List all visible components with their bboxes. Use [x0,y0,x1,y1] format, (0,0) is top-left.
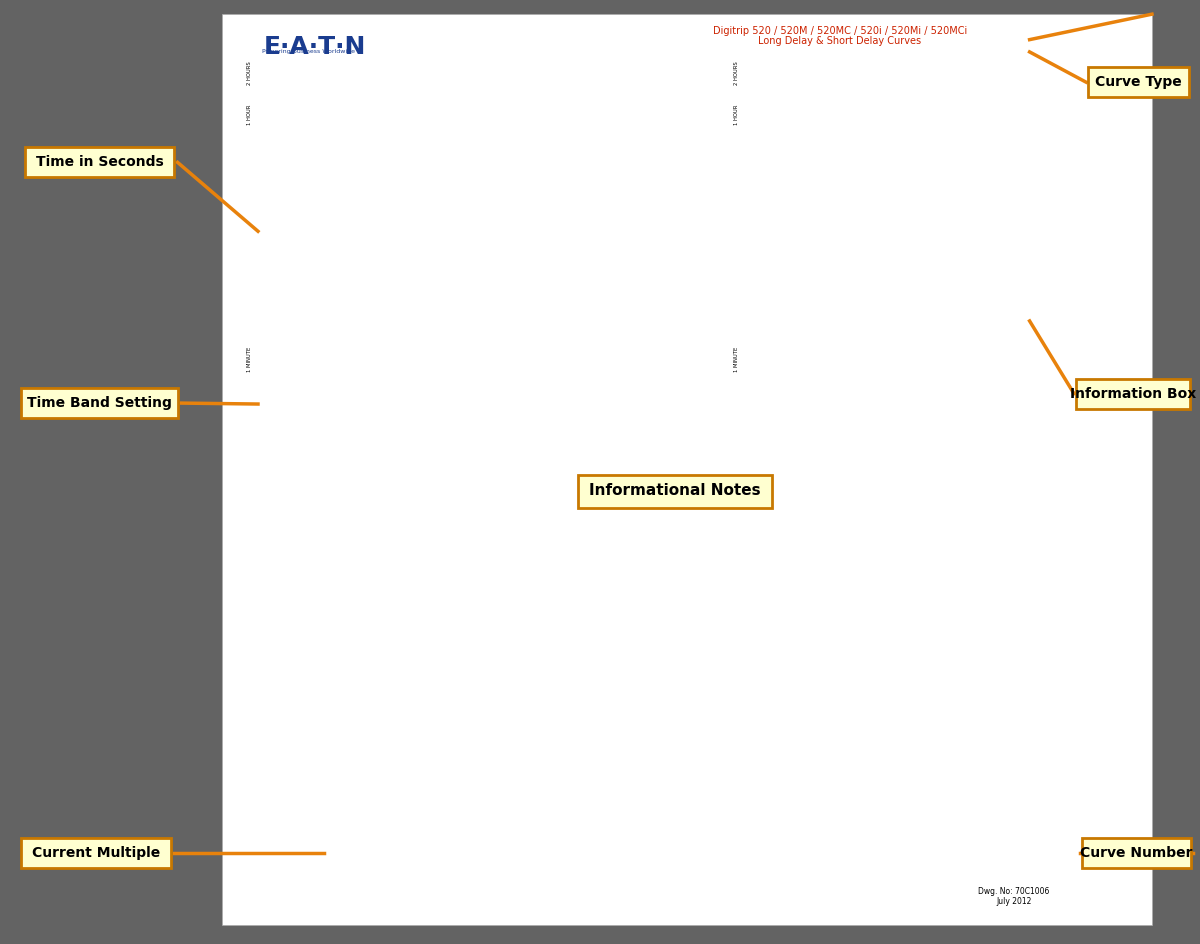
FancyBboxPatch shape [738,54,1146,880]
Text: 2: 2 [737,699,740,703]
Text: Time Band Setting: Time Band Setting [28,396,172,410]
Text: Response: Long Delay & Short Delay Trip (FLAT & I²T): Response: Long Delay & Short Delay Trip … [840,107,1044,116]
Text: E·A·T·N: E·A·T·N [264,35,366,59]
Text: Application
Determines
Short Delay
End of curve: Application Determines Short Delay End o… [516,833,551,855]
FancyBboxPatch shape [22,388,178,418]
Text: 3: 3 [737,674,740,679]
Text: Name Frame:
          200A through 1250A            M1 = 14x  Iₛ
          1600A: Name Frame: 200A through 1250A M1 = 14x … [746,442,886,513]
Text: 4: 4 [737,657,740,662]
Text: Available
Short Delay
Settings
2 to 10x Iₛ
± 5%
See Note 7: Available Short Delay Settings 2 to 10x … [588,543,620,577]
Text: 1 HOUR: 1 HOUR [247,105,252,125]
Text: 2 HOURS: 2 HOURS [734,61,739,85]
FancyBboxPatch shape [1076,379,1190,409]
Text: Minimum
Total
Clearing
Time: Minimum Total Clearing Time [356,360,383,382]
Text: Informational Notes: Informational Notes [589,483,761,498]
Text: 1 HOUR: 1 HOUR [734,105,739,125]
Text: 5: 5 [737,644,740,649]
Text: Current Multiple: Current Multiple [32,847,160,860]
Text: 1: 1 [737,740,740,745]
Text: Curve Number: Curve Number [1080,847,1193,860]
Text: Curve Type: Curve Type [1096,76,1182,89]
Text: Available I² Short
Delay Time
Response
.1", .3", .5" seconds: Available I² Short Delay Time Response .… [671,833,725,855]
FancyBboxPatch shape [578,475,772,508]
Text: Available Long Delay
Setting
0.4 to 1x  Iₛ = Iₛ
In 0.1 increments: Available Long Delay Setting 0.4 to 1x I… [318,79,466,102]
Text: Available Long
Delay Time
Band: 6x Iₛ
.04,.7,10,12,15
.20,.24 Seconds
+0/-30%: Available Long Delay Time Band: 6x Iₛ .0… [320,477,362,511]
FancyBboxPatch shape [22,838,170,868]
X-axis label: Current in Multiples of Long Delay Setting ( Iₛ ): Current in Multiples of Long Delay Setti… [397,892,593,902]
Y-axis label: TIME IN SECONDS: TIME IN SECONDS [224,432,233,501]
Text: Maximum Total
Clearing
Time: Maximum Total Clearing Time [432,275,474,291]
Text: 1 MINUTE: 1 MINUTE [247,347,252,372]
Text: Long Delay
Time curves
can extend
down to M1
(Max Short
Delay Setting)
See Note : Long Delay Time curves can extend down t… [470,377,510,416]
Text: Time in Seconds: Time in Seconds [36,156,163,169]
Text: Available Flat
Short Delay
Time: 0.1 to 0.5
Seconds: Available Flat Short Delay Time: 0.1 to … [524,672,569,695]
Text: Powering Business Worldwide: Powering Business Worldwide [262,49,355,54]
Text: Circuit Breaker Time / Current Curves (Phase Current): Circuit Breaker Time / Current Curves (P… [784,79,1100,90]
Text: This curve is for 50Hz or 60Hz applications.: This curve is for 50Hz or 60Hz applicati… [858,117,1026,126]
FancyBboxPatch shape [25,147,174,177]
Text: Magnum DS and Magnum SB Power Circuit Breakers: Magnum DS and Magnum SB Power Circuit Br… [842,96,1042,106]
FancyBboxPatch shape [1082,838,1190,868]
Text: Dwg. No: 70C1006
July 2012: Dwg. No: 70C1006 July 2012 [978,886,1050,906]
Text: 9.  These curves are comprehensive for the complete family of Magnum breakers, i: 9. These curves are comprehensive for th… [746,624,1046,668]
FancyBboxPatch shape [742,62,1142,124]
Text: Long Delay & Short Delay Curves: Long Delay & Short Delay Curves [758,36,922,46]
Text: Digitrip 520 / 520M / 520MC / 520i / 520Mi / 520MCi: Digitrip 520 / 520M / 520MC / 520i / 520… [713,26,967,37]
Text: 2 HOURS: 2 HOURS [247,61,252,85]
Text: 8.  Curve applies from -20°C to +65°C ambient. Temperatures above +65°C cause au: 8. Curve applies from -20°C to +65°C amb… [746,574,1037,586]
Text: Information Box: Information Box [1070,387,1196,400]
FancyBboxPatch shape [1088,67,1189,97]
Text: 1 MINUTE: 1 MINUTE [734,347,739,372]
Text: Notes:

1.  If Long Delay thermal memory is enabled, trip times may be shorter t: Notes: 1. If Long Delay thermal memory i… [746,128,1045,293]
